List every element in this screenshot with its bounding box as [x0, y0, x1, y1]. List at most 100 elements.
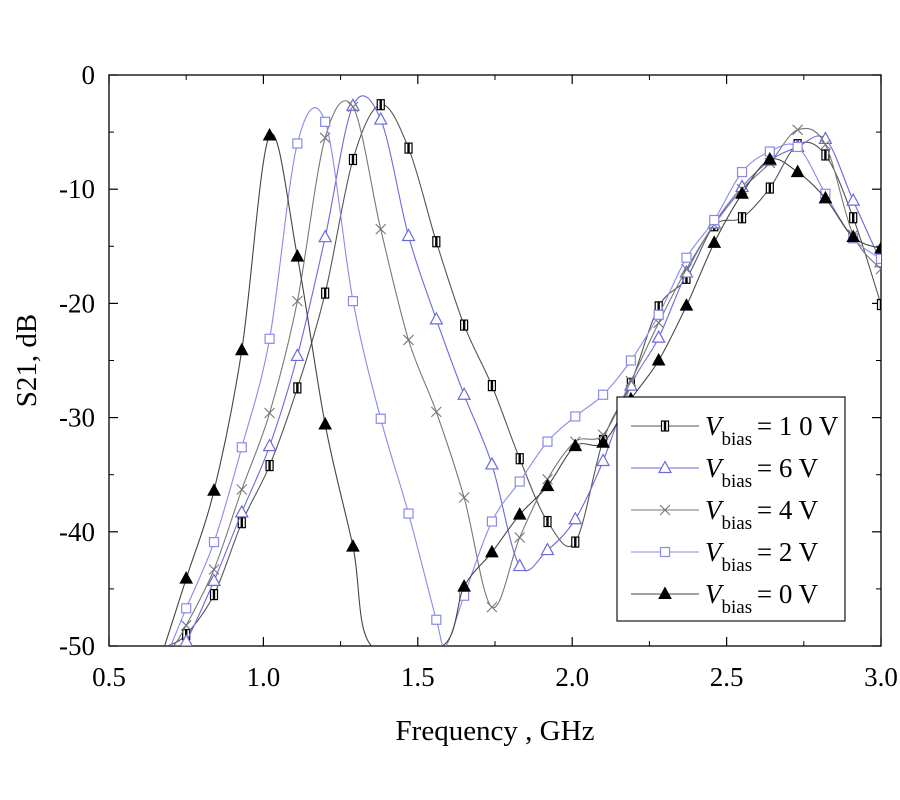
data-point [404, 142, 413, 154]
y-tick-label: 0 [82, 60, 96, 90]
data-point [658, 586, 672, 599]
data-point [234, 504, 249, 518]
data-point [659, 546, 671, 558]
legend-box [616, 396, 846, 622]
data-point [208, 564, 220, 575]
data-point [653, 309, 664, 320]
x-tick-label: 1.5 [401, 662, 435, 692]
data-point [376, 99, 385, 111]
legend-item: Vbias = 4 V [631, 495, 819, 534]
data-point [346, 539, 360, 552]
data-point [347, 296, 359, 307]
data-point [571, 536, 580, 548]
data-point [457, 579, 471, 592]
data-point [403, 334, 414, 346]
data-point [765, 182, 774, 194]
data-point [737, 212, 747, 224]
x-axis-title: Frequency , GHz [396, 715, 595, 747]
data-point [818, 131, 833, 145]
series-line [167, 104, 881, 646]
data-point [514, 532, 526, 543]
data-point [512, 558, 527, 572]
y-tick-label: -30 [59, 403, 95, 433]
data-point [657, 460, 673, 474]
data-point [265, 459, 274, 472]
y-tick-label: -20 [59, 288, 95, 318]
data-point [846, 229, 861, 243]
data-point [237, 517, 246, 529]
data-point [540, 478, 555, 492]
data-point [596, 453, 611, 467]
legend-item: Vbias = 0 V [631, 579, 819, 618]
data-point [430, 406, 442, 418]
data-point [262, 438, 277, 452]
data-point [262, 127, 277, 141]
y-tick-label: -40 [59, 517, 95, 547]
data-point [568, 438, 583, 452]
data-point [486, 516, 498, 527]
data-point [568, 511, 583, 525]
data-point [792, 124, 804, 136]
data-point [180, 620, 192, 631]
data-point [208, 536, 220, 548]
data-point [514, 476, 525, 487]
data-point [345, 98, 360, 111]
data-point [515, 453, 524, 465]
x-tick-label: 0.5 [92, 662, 126, 692]
data-point [234, 342, 249, 356]
data-point [487, 380, 497, 392]
x-tick-label: 1.0 [247, 662, 281, 692]
data-point [709, 214, 720, 226]
x-tick-label: 2.0 [555, 662, 589, 692]
data-point [403, 508, 414, 519]
data-point [542, 436, 553, 447]
data-point [236, 442, 247, 453]
data-point [458, 492, 470, 503]
data-point [206, 573, 222, 587]
legend-label: Vbias = 0 V [705, 579, 819, 618]
series-line [176, 95, 881, 646]
data-point [181, 603, 192, 614]
data-point [735, 186, 749, 199]
data-point [432, 236, 441, 248]
data-point [875, 263, 881, 275]
data-point [821, 149, 830, 161]
y-axis-title: S21, dB [11, 314, 43, 407]
data-point [375, 413, 386, 424]
x-tick-label: 2.5 [710, 662, 744, 692]
series-layer [164, 95, 881, 646]
data-point [209, 589, 219, 601]
data-point [792, 141, 803, 153]
data-point [875, 253, 881, 264]
data-point [290, 249, 305, 262]
data-point [762, 151, 777, 165]
data-point [484, 456, 499, 470]
data-point [543, 515, 552, 528]
data-point [236, 484, 248, 495]
data-point [318, 229, 333, 243]
data-point [207, 483, 221, 496]
data-point [651, 352, 666, 366]
data-point [540, 542, 555, 556]
legend-item: Vbias = 6 V [631, 453, 819, 492]
data-point [790, 164, 805, 178]
data-point [347, 101, 359, 113]
data-point [596, 435, 610, 448]
data-point [320, 116, 331, 127]
data-point [660, 420, 670, 432]
data-point [429, 311, 444, 325]
data-point [876, 298, 881, 311]
y-tick-label: -10 [59, 174, 95, 204]
data-point [818, 190, 833, 204]
x-tick-label: 3.0 [864, 662, 898, 692]
legend-label: Vbias = 6 V [705, 453, 819, 492]
legend-label: Vbias = 4 V [705, 495, 819, 534]
data-point [849, 212, 858, 224]
data-point [681, 263, 692, 275]
data-point [291, 295, 303, 307]
data-point [375, 223, 387, 235]
data-point [625, 355, 636, 366]
y-tick-label: -50 [59, 631, 95, 661]
